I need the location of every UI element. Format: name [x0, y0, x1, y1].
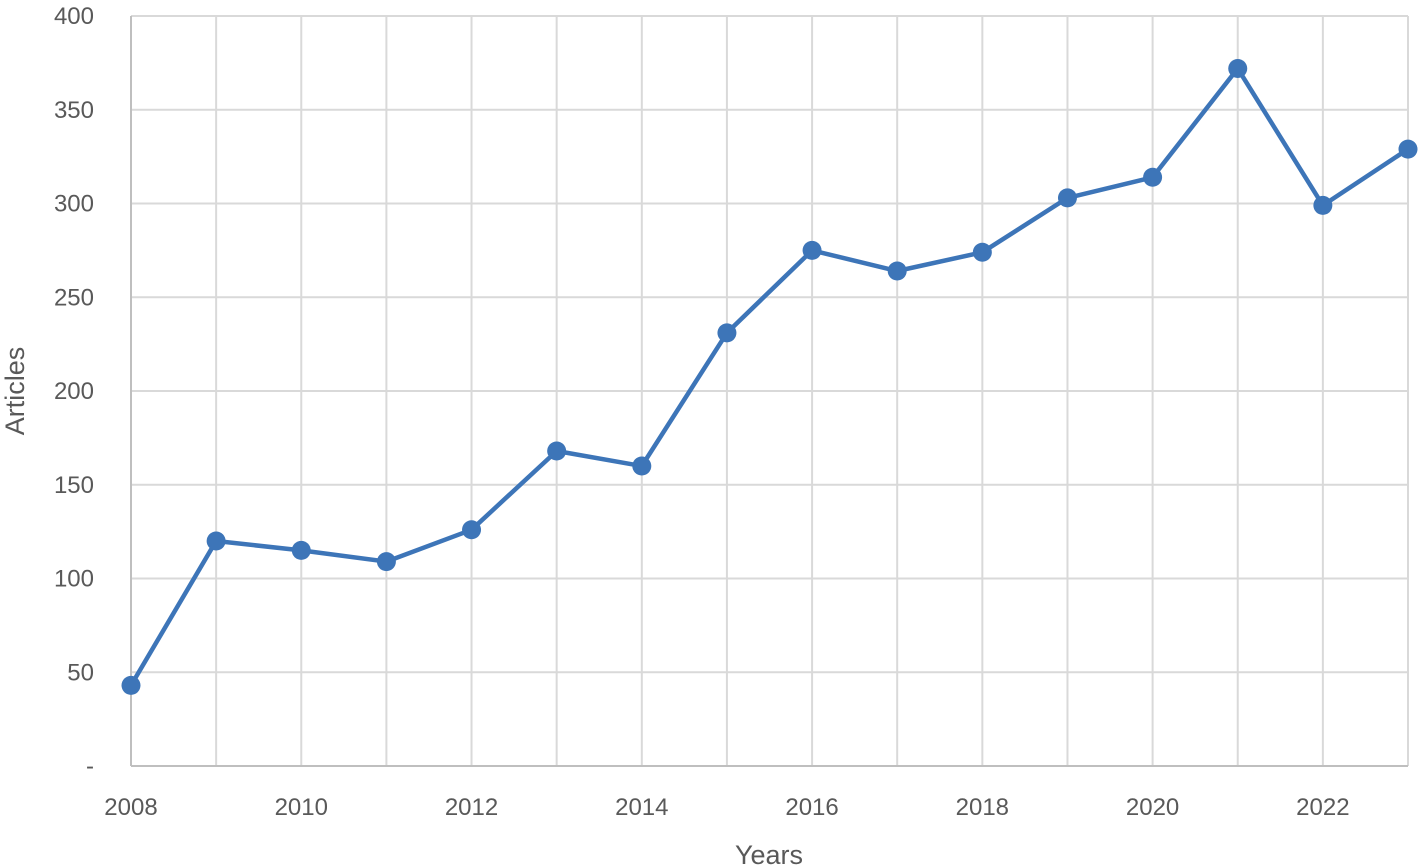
axes [130, 16, 1408, 767]
data-point [206, 531, 226, 551]
x-tick-label: 2018 [956, 794, 1009, 821]
data-point [547, 441, 567, 461]
x-tick-label: 2020 [1126, 794, 1179, 821]
x-tick-label: 2010 [275, 794, 328, 821]
y-tick-label: - [86, 753, 94, 780]
data-point [1143, 167, 1163, 187]
x-tick-label: 2022 [1296, 794, 1349, 821]
y-tick-label: 150 [54, 472, 94, 499]
x-tick-label: 2012 [445, 794, 498, 821]
data-point [972, 242, 992, 262]
data-point [376, 552, 396, 572]
x-axis-title: Years [735, 840, 803, 867]
x-tick-labels: 2008 2010 2012 2014 2016 2018 2020 2022 [104, 794, 1349, 821]
y-tick-labels: - 50 100 150 200 250 300 350 400 [54, 3, 94, 780]
x-tick-label: 2014 [615, 794, 668, 821]
series-articles [121, 59, 1418, 695]
y-tick-label: 300 [54, 191, 94, 218]
data-point [121, 675, 141, 695]
data-point [1313, 195, 1333, 215]
y-tick-label: 100 [54, 566, 94, 593]
series-line [128, 66, 1411, 688]
y-tick-label: 200 [54, 378, 94, 405]
data-point [1398, 139, 1418, 159]
data-point [1228, 59, 1248, 78]
data-point [462, 520, 482, 540]
y-tick-label: 400 [54, 3, 94, 30]
x-tick-label: 2016 [785, 794, 838, 821]
x-tick-label: 2008 [104, 794, 157, 821]
y-axis-title: Articles [0, 347, 30, 436]
y-tick-label: 350 [54, 97, 94, 124]
grid [131, 15, 1409, 766]
data-point [717, 323, 737, 343]
y-tick-label: 50 [67, 659, 94, 686]
data-point [887, 261, 907, 281]
y-tick-label: 250 [54, 284, 94, 311]
data-point [291, 540, 311, 560]
data-point [802, 240, 822, 260]
data-point [632, 456, 652, 476]
data-point [1057, 188, 1077, 208]
